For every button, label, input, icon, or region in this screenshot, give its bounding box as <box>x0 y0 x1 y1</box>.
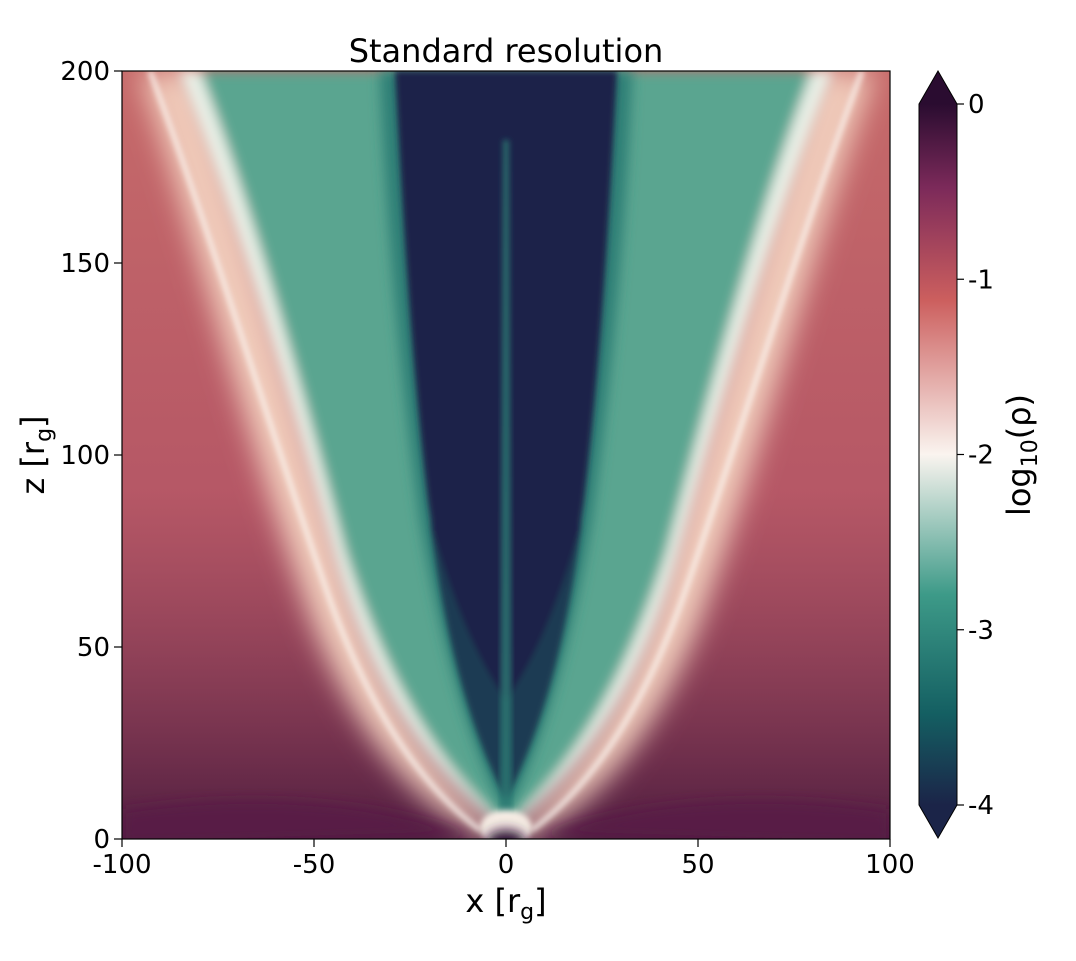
x-tick-label: -100 <box>92 850 151 880</box>
x-axis-label-base: x [r <box>465 882 521 920</box>
y-axis-label-subscript: g <box>32 428 57 442</box>
colorbar-tick-label: -1 <box>968 265 994 295</box>
x-axis-label: x [rg] <box>465 882 546 925</box>
y-axis-ticks: 0 50 100 150 200 <box>60 57 122 855</box>
y-axis-label-base: z [r <box>14 441 52 494</box>
colorbar-extend-min <box>919 805 957 838</box>
colorbar-tick-label: -2 <box>968 441 994 471</box>
x-axis-label-tail: ] <box>534 882 546 920</box>
y-tick-label: 0 <box>93 825 110 855</box>
y-tick-label: 50 <box>77 633 110 663</box>
colorbar-tick-label: -3 <box>968 616 994 646</box>
x-tick-label: 100 <box>865 850 915 880</box>
y-axis-label-tail: ] <box>14 415 52 427</box>
colorbar-label-subscript: 10 <box>1018 439 1043 467</box>
colorbar: 0 -1 -2 -3 -4 log10(ρ) <box>918 69 1043 840</box>
colorbar-gradient <box>919 104 957 805</box>
y-tick-label: 100 <box>60 441 110 471</box>
x-axis-label-subscript: g <box>520 900 534 925</box>
colorbar-tick-label: -4 <box>968 791 994 821</box>
y-axis-label: z [rg] <box>14 415 57 494</box>
chart-title: Standard resolution <box>349 32 664 70</box>
colorbar-label-tail: (ρ) <box>1000 394 1038 439</box>
heatmap-field <box>122 71 890 839</box>
x-tick-label: -50 <box>293 850 335 880</box>
colorbar-label-base: log <box>1000 467 1038 516</box>
x-axis-ticks: -100 -50 0 50 100 <box>92 839 915 880</box>
colorbar-tick-label: 0 <box>968 90 985 120</box>
colorbar-label: log10(ρ) <box>1000 394 1043 516</box>
x-tick-label: 0 <box>498 850 515 880</box>
colorbar-extend-max <box>919 71 957 104</box>
y-tick-label: 150 <box>60 249 110 279</box>
colorbar-ticks: 0 -1 -2 -3 -4 <box>957 90 994 821</box>
x-tick-label: 50 <box>681 850 714 880</box>
y-tick-label: 200 <box>60 57 110 87</box>
